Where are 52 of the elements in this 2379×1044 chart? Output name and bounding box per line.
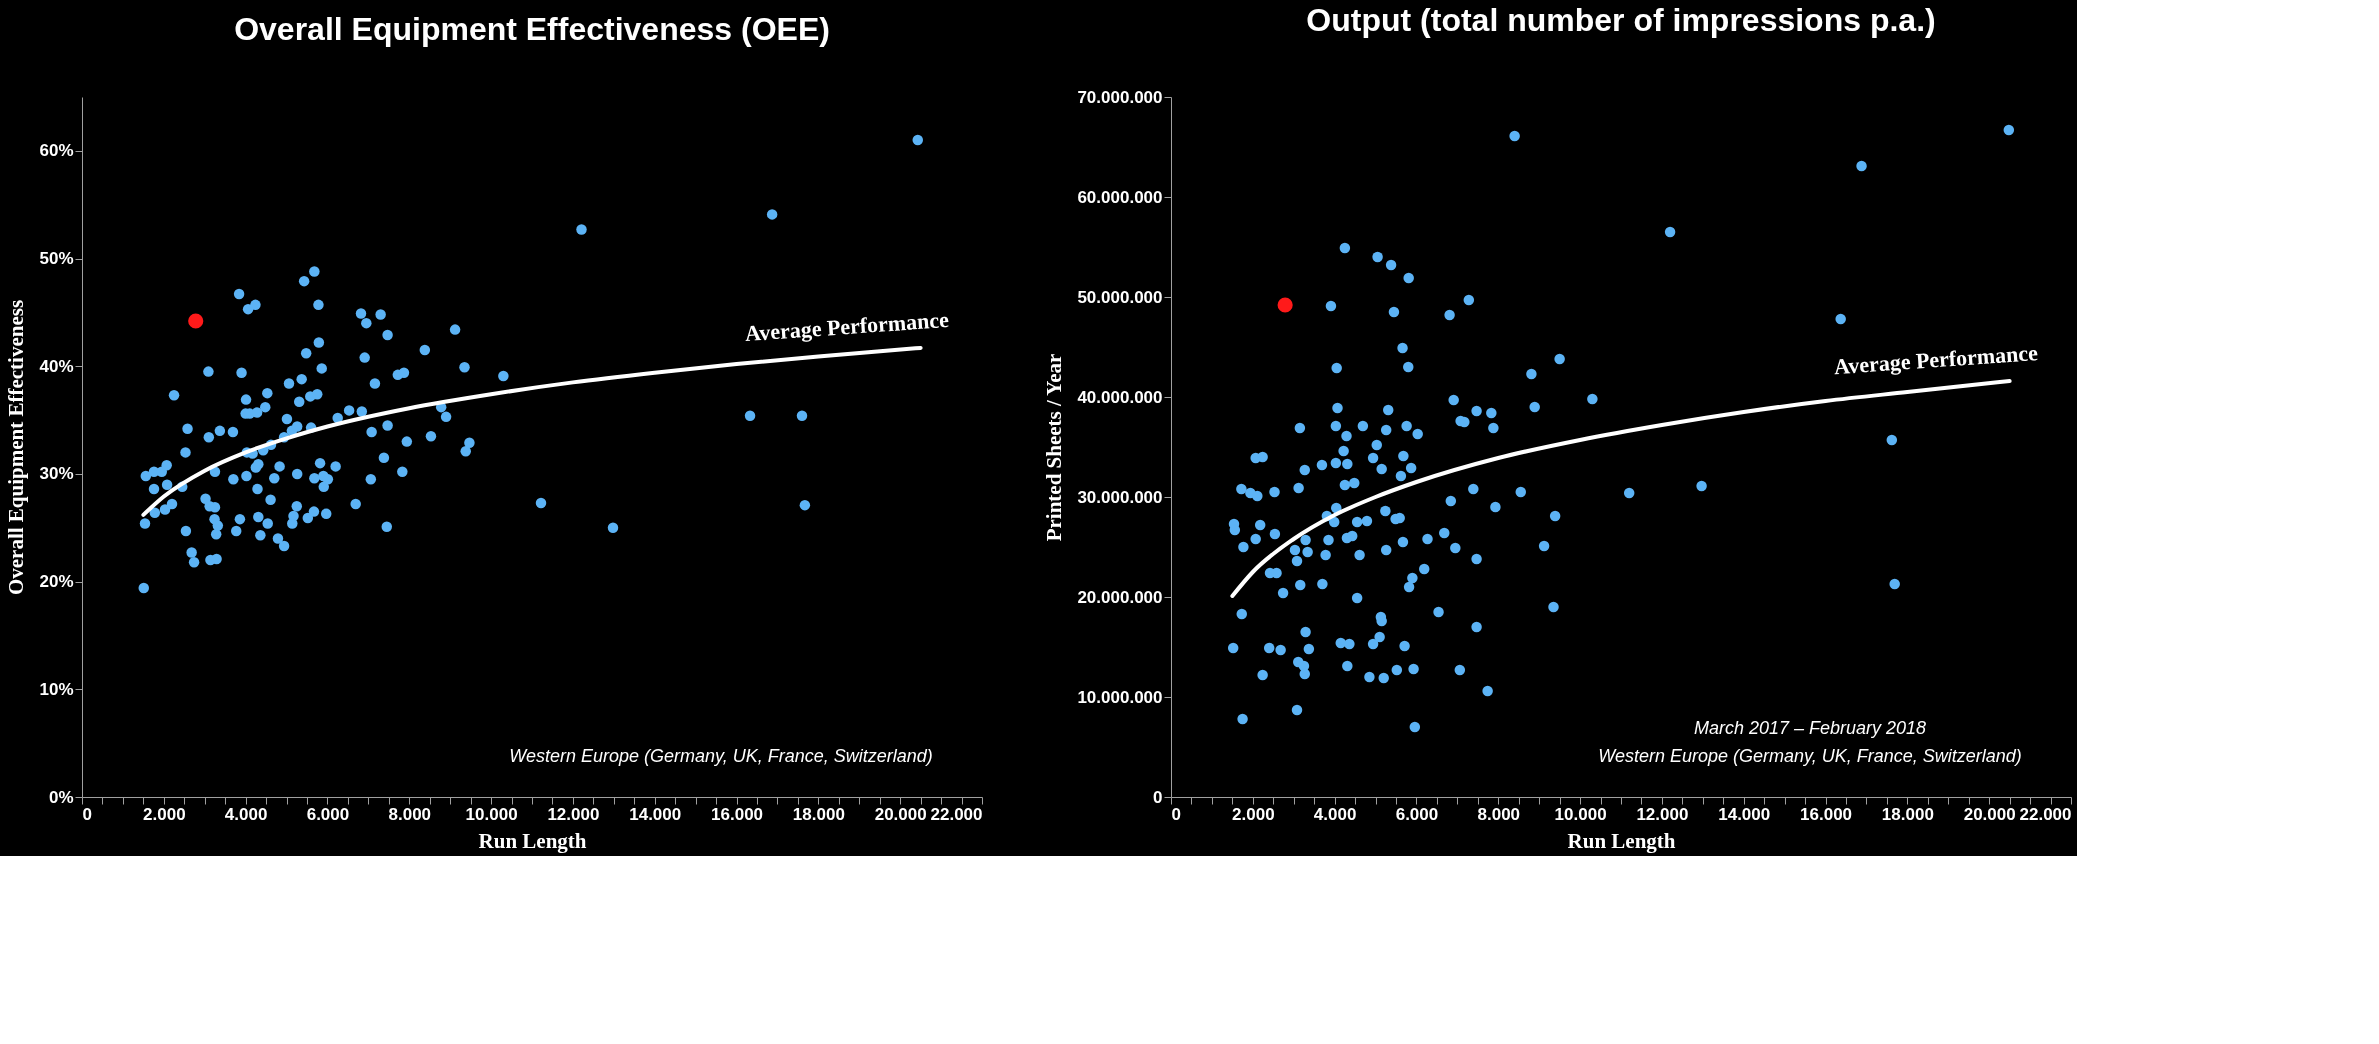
y-axis-title: Overall Equipment Effectiveness	[4, 299, 29, 596]
x-tick-label: 10.000	[465, 804, 518, 824]
line-series	[1230, 379, 2012, 598]
y-tick-label: 20%	[39, 572, 74, 592]
y-tick-label: 30%	[39, 464, 74, 484]
x-tick-label: 0	[1171, 804, 1181, 824]
y-tick-label: 50%	[39, 249, 74, 269]
chart-title: Output (total number of impressions p.a.)	[1306, 2, 1936, 38]
annotation: Average Performance	[744, 306, 950, 347]
y-tick-label: 10.000.000	[1077, 687, 1163, 707]
x-tick-label: 18.000	[1881, 804, 1934, 824]
line-series	[141, 345, 923, 517]
x-tick-label: 18.000	[792, 804, 845, 824]
x-tick-label: 2.000	[1232, 804, 1275, 824]
annotation: Western Europe (Germany, UK, France, Switzerland)	[509, 746, 933, 766]
x-tick-label: 14.000	[1718, 804, 1771, 824]
y-tick-label: 10%	[39, 679, 74, 699]
x-tick-label: 6.000	[1395, 804, 1439, 824]
x-tick-label: 20.000	[874, 804, 927, 824]
annotation: Western Europe (Germany, UK, France, Switzerland)	[1598, 746, 2022, 766]
x-tick-label: 12.000	[547, 804, 600, 824]
x-tick-label: 4.000	[224, 804, 268, 824]
annotation: March 2017 – February 2018	[1693, 718, 1927, 738]
x-tick-label: 20.000	[1963, 804, 2016, 824]
x-tick-label: 16.000	[711, 804, 764, 824]
x-tick-label: 8.000	[388, 804, 432, 824]
x-tick-label: 6.000	[306, 804, 350, 824]
x-tick-label: 10.000	[1554, 804, 1607, 824]
y-tick-label: 60.000.000	[1077, 187, 1163, 207]
x-tick-label: 0	[82, 804, 92, 824]
y-tick-label: 60%	[39, 141, 74, 161]
y-tick-label: 0%	[48, 787, 74, 807]
x-axis-title: Run Length	[478, 828, 587, 853]
y-tick-label: 40%	[39, 356, 74, 376]
x-tick-label: 8.000	[1477, 804, 1521, 824]
x-tick-label: 4.000	[1313, 804, 1357, 824]
x-tick-label: 12.000	[1636, 804, 1689, 824]
y-tick-label: 50.000.000	[1077, 287, 1163, 307]
annotation: Average Performance	[1833, 339, 2039, 380]
x-tick-label: 22.000	[930, 804, 983, 824]
y-tick-label: 70.000.000	[1077, 87, 1163, 107]
chart-title: Overall Equipment Effectiveness (OEE)	[234, 11, 830, 47]
x-tick-label: 14.000	[629, 804, 682, 824]
y-tick-label: 30.000.000	[1077, 487, 1163, 507]
x-axis-title: Run Length	[1567, 828, 1676, 853]
y-tick-label: 0	[1153, 787, 1163, 807]
x-tick-label: 22.000	[2019, 804, 2072, 824]
x-tick-label: 16.000	[1800, 804, 1853, 824]
y-tick-label: 40.000.000	[1077, 387, 1163, 407]
y-tick-label: 20.000.000	[1077, 587, 1163, 607]
x-tick-label: 2.000	[143, 804, 186, 824]
y-axis-title: Printed Sheets / Year	[1042, 353, 1067, 542]
